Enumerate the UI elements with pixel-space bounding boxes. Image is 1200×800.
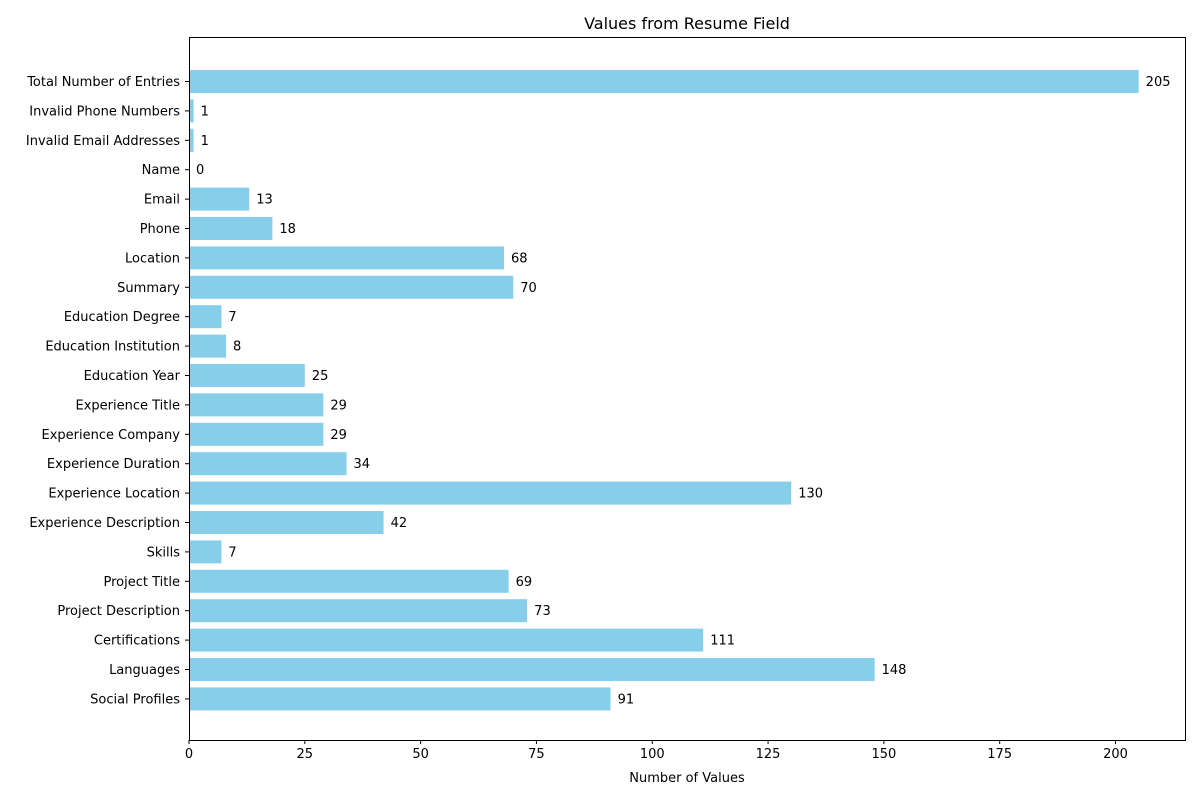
bar: [189, 393, 324, 417]
y-axis-ticks: Total Number of Entries Invalid Phone Num…: [26, 75, 189, 707]
bar: [189, 511, 384, 534]
x-tick-label: 100: [640, 747, 665, 762]
bar: [189, 246, 505, 270]
y-tick-label: Phone: [140, 222, 180, 237]
bar: [189, 452, 347, 476]
data-label: 29: [330, 398, 347, 413]
data-label: 70: [520, 281, 537, 296]
data-label: 130: [798, 487, 823, 502]
x-tick-label: 75: [528, 747, 545, 762]
x-tick-label: 125: [756, 747, 781, 762]
data-label: 7: [228, 545, 236, 560]
bar: [189, 217, 273, 240]
y-tick-label: Invalid Email Addresses: [26, 134, 180, 149]
bar: [189, 275, 514, 299]
y-tick-label: Experience Description: [29, 516, 180, 531]
x-tick-label: 150: [871, 747, 896, 762]
x-axis-label: Number of Values: [629, 771, 745, 786]
data-label: 148: [882, 663, 907, 678]
bar: [189, 99, 194, 123]
data-label: 7: [228, 310, 236, 325]
y-tick-label: Location: [125, 251, 180, 266]
data-label: 1: [201, 104, 209, 119]
data-label: 111: [710, 634, 735, 649]
bar: [189, 658, 875, 681]
bars-group: [189, 70, 1139, 711]
y-tick-label: Experience Company: [42, 428, 181, 443]
data-label: 73: [534, 604, 551, 619]
y-tick-label: Name: [142, 163, 180, 178]
x-tick-label: 50: [412, 747, 429, 762]
bar: [189, 187, 250, 211]
y-tick-label: Summary: [117, 281, 180, 296]
bar: [189, 599, 528, 623]
x-tick-label: 0: [185, 747, 193, 762]
bar: [189, 481, 792, 505]
data-label: 42: [391, 516, 408, 531]
y-tick-label: Certifications: [94, 634, 180, 649]
bar: [189, 422, 324, 446]
y-tick-label: Education Institution: [45, 340, 180, 355]
chart-title: Values from Resume Field: [584, 14, 790, 33]
data-label: 18: [279, 222, 296, 237]
bar: [189, 70, 1139, 93]
y-tick-label: Skills: [147, 545, 181, 560]
data-label: 68: [511, 251, 528, 266]
bar: [189, 540, 222, 564]
y-tick-label: Experience Location: [48, 487, 180, 502]
y-tick-label: Experience Duration: [47, 457, 180, 472]
bar: [189, 687, 611, 711]
plot-frame: [189, 37, 1186, 741]
data-label: 29: [330, 428, 347, 443]
x-tick-label: 200: [1103, 747, 1128, 762]
y-tick-label: Education Year: [84, 369, 181, 384]
data-label: 13: [256, 193, 273, 208]
data-label: 69: [516, 575, 533, 590]
bar: [189, 628, 704, 652]
y-tick-label: Invalid Phone Numbers: [29, 104, 180, 119]
data-label: 0: [196, 163, 204, 178]
bar: [189, 334, 227, 358]
data-label: 25: [312, 369, 329, 384]
y-tick-label: Email: [144, 193, 180, 208]
y-tick-label: Project Description: [57, 604, 180, 619]
bar: [189, 305, 222, 329]
bar: [189, 569, 509, 593]
data-label: 205: [1146, 75, 1171, 90]
y-tick-label: Languages: [109, 663, 180, 678]
data-label: 8: [233, 340, 241, 355]
x-axis-ticks: 0 25 50 75 100 125 150 175 200: [185, 740, 1128, 762]
x-tick-label: 175: [987, 747, 1012, 762]
bar: [189, 128, 194, 152]
y-tick-label: Total Number of Entries: [26, 75, 180, 90]
y-tick-label: Education Degree: [64, 310, 180, 325]
y-tick-label: Social Profiles: [90, 692, 180, 707]
data-labels-group: 2051101318687078252929341304276973111148…: [196, 75, 1171, 707]
y-tick-label: Project Title: [104, 575, 180, 590]
data-label: 91: [618, 692, 635, 707]
x-tick-label: 25: [297, 747, 314, 762]
data-label: 1: [201, 134, 209, 149]
bar: [189, 364, 305, 387]
y-tick-label: Experience Title: [76, 398, 181, 413]
data-label: 34: [354, 457, 371, 472]
